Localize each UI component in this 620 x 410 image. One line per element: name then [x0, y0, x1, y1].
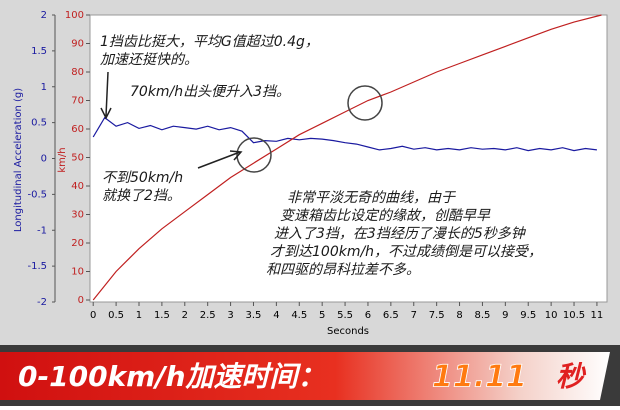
x-tick-label: 3.5 — [246, 310, 262, 321]
y2-tick-label: 50 — [71, 153, 84, 164]
annotation: 才到达100km/h，不过成绩倒是可以接受， — [270, 244, 542, 260]
y2-tick-label: 10 — [71, 267, 84, 278]
annotation: 不到50km/h — [102, 170, 183, 186]
x-tick-label: 7 — [411, 310, 417, 321]
x-tick-label: 9.5 — [520, 310, 536, 321]
x-tick-label: 10.5 — [563, 310, 585, 321]
y2-tick-label: 70 — [71, 96, 84, 107]
y-tick-label: -2 — [37, 297, 47, 308]
series-line — [92, 116, 597, 152]
x-tick-label: 6.5 — [383, 310, 399, 321]
y2-tick-label: 90 — [71, 39, 84, 50]
x-tick-label: 0 — [90, 310, 96, 321]
x-tick-label: 5 — [319, 310, 325, 321]
x-tick-label: 2 — [182, 310, 188, 321]
x-tick-label: 1.5 — [154, 310, 170, 321]
annotation: 70km/h出头便升入3挡。 — [130, 84, 290, 100]
plot-area — [89, 14, 608, 303]
annotation: 进入了3挡，在3挡经历了漫长的5秒多钟 — [274, 226, 527, 242]
x-tick-label: 3 — [227, 310, 233, 321]
banner-value: 11.11 — [432, 360, 527, 395]
x-axis-label: Seconds — [327, 326, 369, 337]
y2-tick-label: 60 — [71, 124, 84, 135]
y2-tick-label: 0 — [78, 295, 84, 306]
annotations: 1挡齿比挺大，平均G值超过0.4g， 加速还挺快的。 70km/h出头便升入3挡… — [100, 34, 542, 278]
banner-unit: 秒 — [556, 360, 587, 393]
y-tick-label: 2 — [41, 10, 47, 21]
x-tick-label: 2.5 — [200, 310, 216, 321]
x-tick-label: 5.5 — [337, 310, 353, 321]
x-tick-label: 0.5 — [108, 310, 124, 321]
y-tick-label: 0 — [41, 154, 47, 165]
x-tick-label: 1 — [136, 310, 142, 321]
x-tick-label: 6 — [365, 310, 371, 321]
annotation: 加速还挺快的。 — [100, 52, 198, 68]
x-tick-label: 8 — [456, 310, 462, 321]
banner-stripe — [0, 352, 610, 400]
y2-axis-label: km/h — [57, 147, 68, 172]
x-tick-label: 4.5 — [291, 310, 307, 321]
circle-marker — [347, 85, 383, 121]
circle-marker — [236, 137, 272, 173]
y-tick-label: 0.5 — [31, 118, 47, 129]
x-tick-label: 9 — [502, 310, 508, 321]
annotation: 变速箱齿比设定的缘故，创酷早早 — [280, 208, 491, 224]
y-tick-label: -0.5 — [27, 189, 47, 200]
annotation: 和四驱的昂科拉差不多。 — [266, 262, 420, 278]
series-line — [92, 14, 602, 301]
y-axis-label: Longitudinal Acceleration (g) — [13, 88, 24, 232]
y-tick-label: -1 — [37, 225, 47, 236]
y2-tick-label: 30 — [71, 210, 84, 221]
x-tick-label: 10 — [545, 310, 558, 321]
y-tick-label: 1 — [41, 82, 47, 93]
y2-tick-label: 20 — [71, 238, 84, 249]
x-tick-label: 8.5 — [474, 310, 490, 321]
x-tick-label: 7.5 — [429, 310, 445, 321]
arrow — [100, 71, 112, 120]
annotation: 非常平淡无奇的曲线，由于 — [287, 190, 456, 206]
arrow — [197, 150, 243, 169]
x-tick-label: 11 — [591, 310, 604, 321]
y2-tick-label: 80 — [71, 67, 84, 78]
banner-label: 0-100km/h加速时间： — [18, 360, 326, 393]
y2-tick-label: 40 — [71, 181, 84, 192]
x-tick-label: 4 — [273, 310, 279, 321]
y-tick-label: 1.5 — [31, 46, 47, 57]
y2-tick-label: 100 — [65, 10, 84, 21]
annotation: 1挡齿比挺大，平均G值超过0.4g， — [100, 34, 319, 50]
y-tick-label: -1.5 — [27, 261, 47, 272]
annotation: 就换了2挡。 — [102, 188, 181, 204]
